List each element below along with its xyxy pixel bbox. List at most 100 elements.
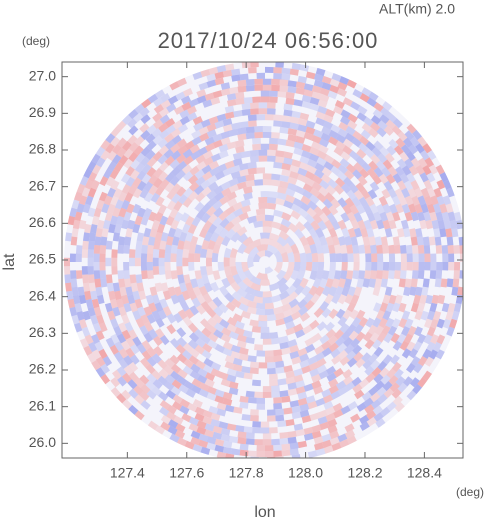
echo-cell bbox=[192, 444, 203, 453]
echo-cell bbox=[110, 333, 120, 344]
echo-cell bbox=[202, 343, 213, 353]
echo-cell bbox=[426, 341, 436, 352]
echo-cell bbox=[196, 89, 207, 98]
echo-cell bbox=[305, 343, 316, 354]
echo-cell bbox=[166, 236, 174, 246]
echo-cell bbox=[299, 262, 307, 272]
echo-cell bbox=[241, 366, 251, 374]
echo-cell bbox=[153, 177, 163, 189]
echo-cell bbox=[399, 173, 410, 184]
echo-cell bbox=[376, 332, 387, 343]
echo-cell bbox=[306, 235, 315, 246]
echo-cell bbox=[286, 284, 297, 296]
echo-cell bbox=[220, 181, 231, 191]
x-tick-label: 127.6 bbox=[169, 465, 204, 481]
echo-cell bbox=[359, 93, 370, 103]
echo-cell bbox=[134, 103, 145, 114]
echo-cell bbox=[401, 310, 411, 321]
echo-cell bbox=[212, 313, 223, 324]
echo-cell bbox=[199, 382, 210, 392]
echo-cell bbox=[429, 270, 437, 280]
echo-cell bbox=[279, 390, 289, 398]
echo-cell bbox=[415, 286, 423, 296]
echo-cell bbox=[210, 97, 221, 106]
echo-cell bbox=[141, 350, 152, 361]
echo-cell bbox=[118, 306, 127, 317]
echo-cell bbox=[301, 285, 312, 297]
echo-cell bbox=[337, 386, 348, 396]
echo-cell bbox=[318, 370, 329, 380]
echo-cell bbox=[302, 183, 314, 193]
echo-cell bbox=[351, 196, 362, 207]
echo-cell bbox=[133, 385, 144, 396]
echo-cell bbox=[260, 90, 270, 97]
echo-cell bbox=[152, 266, 160, 275]
echo-cell bbox=[194, 201, 205, 212]
altitude: ALT(km) 2.0 bbox=[379, 1, 455, 17]
echo-cell bbox=[321, 307, 332, 319]
echo-cell bbox=[372, 317, 382, 328]
echo-cell bbox=[171, 134, 182, 145]
echo-cell bbox=[382, 101, 393, 111]
echo-cell bbox=[146, 124, 157, 135]
echo-cell bbox=[299, 277, 309, 289]
echo-cell bbox=[220, 137, 231, 146]
echo-cell bbox=[130, 159, 140, 170]
echo-cell bbox=[363, 219, 372, 230]
echo-cell bbox=[204, 423, 215, 432]
echo-cell bbox=[234, 327, 245, 336]
echo-cell bbox=[132, 177, 142, 188]
echo-cell bbox=[160, 99, 171, 110]
echo-cell bbox=[338, 121, 349, 131]
echo-cell bbox=[145, 294, 154, 305]
echo-cell bbox=[78, 318, 88, 329]
echo-cell bbox=[410, 236, 418, 246]
echo-cell bbox=[267, 367, 276, 375]
echo-cell bbox=[164, 155, 175, 166]
echo-cell bbox=[344, 344, 355, 355]
echo-cell bbox=[190, 363, 201, 374]
echo-cell bbox=[424, 262, 431, 271]
echo-cell bbox=[153, 119, 164, 130]
echo-cell bbox=[356, 112, 367, 122]
echo-cell bbox=[337, 81, 348, 91]
echo-cell bbox=[283, 407, 293, 415]
echo-cell bbox=[247, 167, 257, 175]
echo-cell bbox=[243, 192, 253, 201]
echo-cell bbox=[265, 350, 274, 357]
echo-cell bbox=[196, 95, 207, 104]
echo-cell bbox=[435, 164, 445, 175]
echo-cell bbox=[403, 137, 413, 148]
echo-cell bbox=[364, 244, 372, 254]
echo-cell bbox=[289, 448, 299, 456]
echo-cell bbox=[105, 257, 112, 267]
echo-cell bbox=[236, 340, 247, 349]
echo-cell bbox=[303, 292, 314, 303]
echo-cell bbox=[249, 361, 259, 369]
echo-cell bbox=[408, 203, 417, 214]
echo-cell bbox=[124, 192, 134, 203]
echo-cell bbox=[304, 177, 315, 187]
echo-cell bbox=[218, 421, 229, 430]
echo-cell bbox=[83, 232, 90, 242]
y-tick-label: 26.7 bbox=[29, 177, 56, 193]
echo-cell bbox=[146, 373, 157, 384]
echo-cell bbox=[132, 188, 143, 199]
echo-cell bbox=[452, 278, 460, 288]
echo-cell bbox=[380, 406, 391, 417]
echo-cell bbox=[315, 448, 326, 457]
echo-cell bbox=[166, 404, 177, 415]
echo-cell bbox=[162, 290, 172, 301]
echo-cell bbox=[273, 209, 284, 218]
echo-cell bbox=[315, 227, 325, 238]
echo-cell bbox=[153, 240, 161, 250]
echo-cell bbox=[213, 329, 224, 339]
echo-cell bbox=[341, 183, 351, 194]
echo-cell bbox=[394, 262, 401, 271]
echo-cell bbox=[210, 281, 220, 293]
echo-cell bbox=[258, 362, 268, 369]
echo-cell bbox=[331, 235, 340, 246]
echo-cell bbox=[79, 338, 89, 349]
echo-cell bbox=[458, 236, 463, 246]
echo-cell bbox=[139, 374, 150, 385]
